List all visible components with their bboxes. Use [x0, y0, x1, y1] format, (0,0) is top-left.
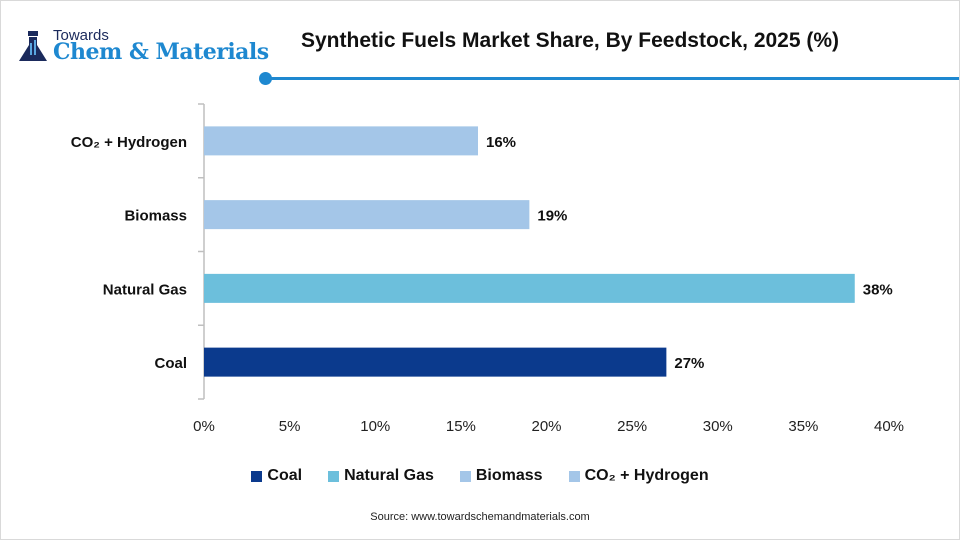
- title-rule: [269, 77, 959, 80]
- x-tick-label: 35%: [788, 418, 818, 435]
- legend-label: Coal: [267, 467, 303, 484]
- bar: [204, 126, 478, 156]
- category-label: Biomass: [124, 208, 187, 225]
- chart-title: Synthetic Fuels Market Share, By Feedsto…: [301, 29, 840, 52]
- x-tick-label: 25%: [617, 418, 647, 435]
- bar-chart: 27% Coal 38% Natural Gas 19% Biomass 16% CO₂ + …: [71, 103, 904, 435]
- data-label: 16%: [486, 134, 516, 151]
- legend-item: Natural Gas: [328, 467, 434, 485]
- x-tick-label: 15%: [446, 418, 476, 435]
- legend-item: Biomass: [459, 467, 543, 485]
- legend-swatch: [459, 470, 471, 482]
- legend-swatch: [568, 470, 580, 482]
- legend-label: Natural Gas: [344, 467, 434, 484]
- x-tick-label: 0%: [193, 418, 215, 435]
- data-label: 19%: [537, 208, 567, 225]
- category-label: Natural Gas: [103, 281, 187, 298]
- legend-item: CO₂ + Hydrogen: [568, 467, 709, 485]
- legend: Coal Natural Gas Biomass CO₂ + Hydrogen: [1, 467, 959, 485]
- title-rule-dot: [259, 72, 272, 85]
- legend-label: CO₂ + Hydrogen: [584, 467, 709, 484]
- x-tick-label: 5%: [279, 418, 301, 435]
- x-tick-label: 30%: [703, 418, 733, 435]
- legend-item: Coal: [251, 467, 302, 485]
- legend-label: Biomass: [475, 467, 543, 484]
- x-tick-label: 10%: [360, 418, 390, 435]
- flask-icon: [19, 31, 47, 61]
- source-note: Source: www.towardschemandmaterials.com: [370, 511, 590, 523]
- legend-swatch: [251, 470, 263, 482]
- data-label: 38%: [863, 281, 893, 298]
- bar: [204, 347, 667, 377]
- bar: [204, 200, 530, 230]
- category-label: Coal: [154, 355, 187, 372]
- logo-line2: Chem & Materials: [53, 39, 269, 65]
- data-label: 27%: [674, 355, 704, 372]
- x-tick-label: 40%: [874, 418, 904, 435]
- x-tick-label: 20%: [531, 418, 561, 435]
- logo-line1: Towards: [53, 27, 109, 44]
- bar: [204, 273, 855, 303]
- category-label: CO₂ + Hydrogen: [71, 134, 187, 151]
- legend-swatch: [328, 470, 340, 482]
